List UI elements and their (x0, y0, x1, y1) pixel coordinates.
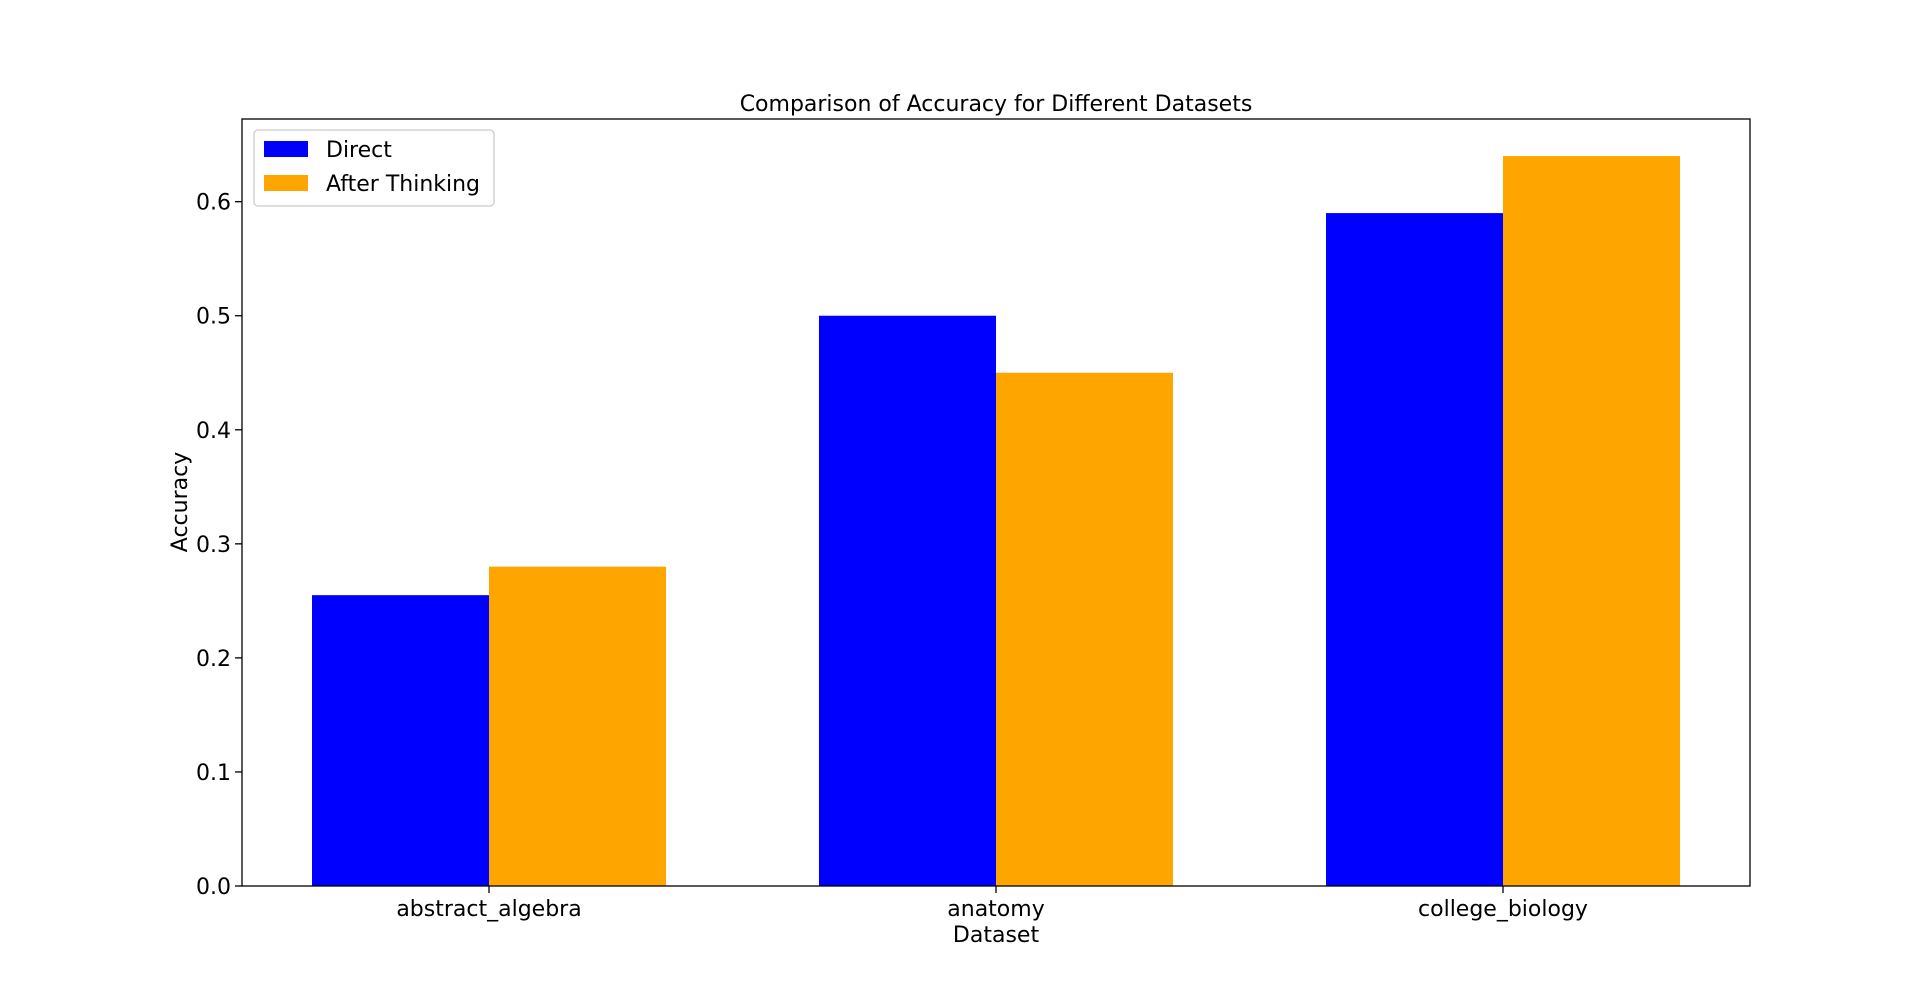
chart-title: Comparison of Accuracy for Different Dat… (740, 92, 1253, 117)
bars-layer (312, 156, 1680, 887)
y-tick-label: 0.5 (196, 305, 231, 330)
bar-after-thinking-college-biology (1503, 156, 1680, 886)
legend-swatch-direct (264, 141, 308, 157)
x-axis-label: Dataset (953, 923, 1040, 948)
legend: Direct After Thinking (253, 129, 495, 207)
legend-entries: Direct After Thinking (264, 138, 480, 197)
y-tick-label: 0.1 (196, 761, 231, 786)
bar-direct-anatomy (819, 315, 996, 886)
legend-label-after-thinking: After Thinking (326, 172, 480, 197)
x-tick-label: abstract_algebra (396, 897, 581, 922)
y-axis-label: Accuracy (168, 452, 193, 552)
bar-direct-abstract-algebra (312, 595, 489, 886)
legend-frame (253, 129, 495, 207)
y-tick-label: 0.6 (196, 191, 231, 216)
x-tick-label: college_biology (1418, 897, 1588, 922)
y-tick-label: 0.0 (196, 875, 231, 900)
y-tick-label: 0.2 (196, 647, 231, 672)
bar-direct-college-biology (1326, 213, 1503, 887)
bar-after-thinking-abstract-algebra (489, 566, 666, 886)
y-tick-label: 0.3 (196, 533, 231, 558)
y-tick-label: 0.4 (196, 419, 231, 444)
legend-label-direct: Direct (326, 138, 392, 163)
legend-swatch-after-thinking (264, 175, 308, 191)
bar-after-thinking-anatomy (996, 372, 1173, 886)
x-tick-label: anatomy (947, 897, 1044, 922)
y-axis: 0.0 0.1 0.2 0.3 0.4 0.5 0.6 (196, 191, 242, 900)
x-axis: abstract_algebra anatomy college_biology (396, 886, 1588, 922)
